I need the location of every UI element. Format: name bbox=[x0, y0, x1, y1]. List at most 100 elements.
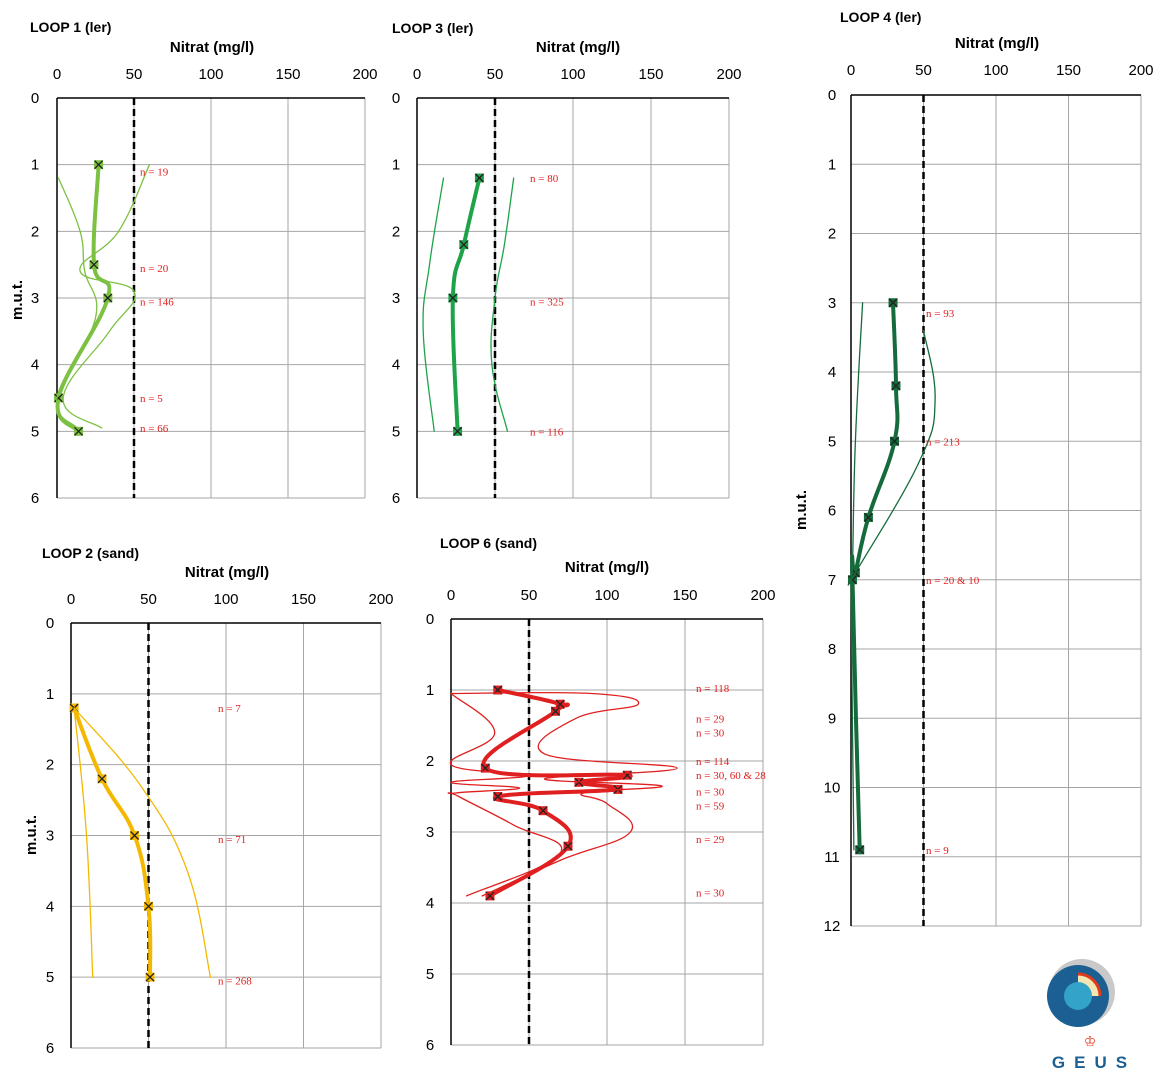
loop3-title: LOOP 3 (ler) bbox=[392, 20, 473, 36]
loop4-n-annotation: n = 9 bbox=[926, 845, 949, 857]
loop2-mean-point bbox=[145, 972, 155, 982]
loop6-n-annotation: n = 30 bbox=[696, 887, 725, 899]
loop4-mean-point bbox=[855, 845, 865, 855]
loop4-title: LOOP 4 (ler) bbox=[840, 9, 921, 25]
loop6-n-annotation: n = 30, 60 & 28 bbox=[696, 770, 766, 782]
loop4-ytick-label: 1 bbox=[828, 156, 836, 173]
loop4-mean-point bbox=[891, 381, 901, 391]
loop6-ytick-label: 1 bbox=[426, 682, 434, 699]
loop3-mean-point bbox=[474, 173, 484, 183]
loop1-ytick-label: 1 bbox=[31, 157, 39, 174]
loop3-xtick-label: 0 bbox=[413, 66, 421, 83]
loop4-ytick-label: 7 bbox=[828, 572, 836, 589]
loop2-ytick-label: 6 bbox=[46, 1040, 54, 1057]
loop4-n-annotation: n = 93 bbox=[926, 308, 955, 320]
loop3-upper-line bbox=[490, 177, 515, 432]
loop1-upper-line bbox=[62, 164, 151, 429]
loop6-mean-point bbox=[538, 806, 548, 816]
loop2-n-annotation: n = 71 bbox=[218, 834, 246, 846]
loop6-mean-line bbox=[481, 688, 633, 898]
loop1-lower-line bbox=[55, 177, 98, 429]
loop6-xtick-label: 100 bbox=[594, 587, 619, 604]
loop6-n-annotation: n = 30 bbox=[696, 787, 725, 799]
loop4-upper-line bbox=[847, 329, 936, 586]
loop1-x-axis-label: Nitrat (mg/l) bbox=[170, 39, 254, 56]
loop2-upper-line bbox=[73, 707, 212, 978]
loop6-x-axis-label: Nitrat (mg/l) bbox=[565, 559, 649, 576]
loop6-n-annotation: n = 29 bbox=[696, 834, 725, 846]
loop6-n-annotation: n = 59 bbox=[696, 801, 725, 813]
loop6-lower-line bbox=[447, 692, 563, 897]
loop3-mean-point bbox=[459, 240, 469, 250]
loop1-y-axis-label: m.u.t. bbox=[9, 280, 26, 320]
loop1-mean-point bbox=[94, 160, 104, 170]
loop6-n-annotation: n = 114 bbox=[696, 756, 730, 768]
loop6-upper-line bbox=[450, 691, 678, 897]
loop3-ytick-label: 1 bbox=[392, 157, 400, 174]
loop4-ytick-label: 4 bbox=[828, 364, 836, 381]
loop4-n-annotation: n = 213 bbox=[926, 436, 960, 448]
loop4-ytick-label: 2 bbox=[828, 226, 836, 243]
loop3-lower-line bbox=[422, 177, 445, 432]
loop1-ytick-label: 5 bbox=[31, 423, 39, 440]
loop3-ytick-label: 6 bbox=[392, 490, 400, 507]
loop2-ytick-label: 1 bbox=[46, 686, 54, 703]
loop6-ytick-label: 4 bbox=[426, 895, 434, 912]
loop4-ytick-label: 0 bbox=[828, 87, 836, 104]
loop2-xtick-label: 0 bbox=[67, 591, 75, 608]
loop4-xtick-label: 200 bbox=[1128, 62, 1153, 79]
loop1-ytick-label: 6 bbox=[31, 490, 39, 507]
loop3-ytick-label: 3 bbox=[392, 290, 400, 307]
loop3-mean-point bbox=[453, 426, 463, 436]
loop2-x-axis-label: Nitrat (mg/l) bbox=[185, 564, 269, 581]
loop4-ytick-label: 11 bbox=[824, 849, 840, 866]
loop1-ytick-label: 4 bbox=[31, 357, 39, 374]
loop6-title: LOOP 6 (sand) bbox=[440, 535, 537, 551]
loop4-ytick-label: 8 bbox=[828, 641, 836, 658]
loop3-mean-point bbox=[448, 293, 458, 303]
loop3-x-axis-label: Nitrat (mg/l) bbox=[536, 39, 620, 56]
loop2-xtick-label: 100 bbox=[213, 591, 238, 608]
loop2-ytick-label: 0 bbox=[46, 615, 54, 632]
loop4-xtick-label: 0 bbox=[847, 62, 855, 79]
loop2-xtick-label: 50 bbox=[140, 591, 157, 608]
loop4-y-axis-label: m.u.t. bbox=[793, 490, 810, 530]
loop3-xtick-label: 150 bbox=[638, 66, 663, 83]
loop1-n-annotation: n = 5 bbox=[140, 393, 163, 405]
loop2-xtick-label: 150 bbox=[291, 591, 316, 608]
loop2-title: LOOP 2 (sand) bbox=[42, 545, 139, 561]
loop3-ytick-label: 4 bbox=[392, 357, 400, 374]
loop6-xtick-label: 150 bbox=[672, 587, 697, 604]
loop6-n-annotation: n = 29 bbox=[696, 713, 725, 725]
loop1-mean-point bbox=[74, 426, 84, 436]
loop1-title: LOOP 1 (ler) bbox=[30, 19, 111, 35]
loop3-xtick-label: 200 bbox=[716, 66, 741, 83]
loop1-chart: 0 50 100 150 200 0 1 2 3 4 5 6 LOOP 1 (ler) Nitrat (m… bbox=[9, 19, 378, 507]
loop1-n-annotation: n = 66 bbox=[140, 423, 169, 435]
loop2-mean-line bbox=[72, 706, 153, 980]
loop2-mean-point bbox=[130, 831, 140, 840]
loop2-n-annotation: n = 268 bbox=[218, 976, 252, 988]
loop2-ytick-label: 2 bbox=[46, 757, 54, 774]
loop4-ytick-label: 12 bbox=[824, 918, 841, 935]
loop2-xtick-label: 200 bbox=[368, 591, 393, 608]
loop6-xtick-label: 50 bbox=[521, 587, 538, 604]
loop4-xtick-label: 50 bbox=[915, 62, 932, 79]
loop1-ytick-label: 2 bbox=[31, 223, 39, 240]
loop3-ytick-label: 5 bbox=[392, 423, 400, 440]
loop4-mean-point bbox=[890, 436, 899, 446]
loop6-ytick-label: 6 bbox=[426, 1037, 434, 1054]
loop6-ytick-label: 3 bbox=[426, 824, 434, 841]
loop3-xtick-label: 100 bbox=[560, 66, 585, 83]
loop1-xtick-label: 150 bbox=[275, 66, 300, 83]
loop6-chart: 0 50 100 150 200 0 1 2 3 4 5 6 LOOP 6 (sand) Nitrat (… bbox=[426, 535, 776, 1054]
loop3-mean-line bbox=[450, 176, 482, 434]
loop2-y-axis-label: m.u.t. bbox=[23, 815, 40, 855]
loop2-lower-line bbox=[73, 707, 94, 978]
loop2-ytick-label: 3 bbox=[46, 828, 54, 845]
loop1-n-annotation: n = 20 bbox=[140, 263, 169, 275]
loop3-ytick-label: 0 bbox=[392, 90, 400, 107]
loop6-ytick-label: 0 bbox=[426, 611, 434, 628]
loop4-x-axis-label: Nitrat (mg/l) bbox=[955, 35, 1039, 52]
loop4-ytick-label: 10 bbox=[824, 780, 841, 797]
